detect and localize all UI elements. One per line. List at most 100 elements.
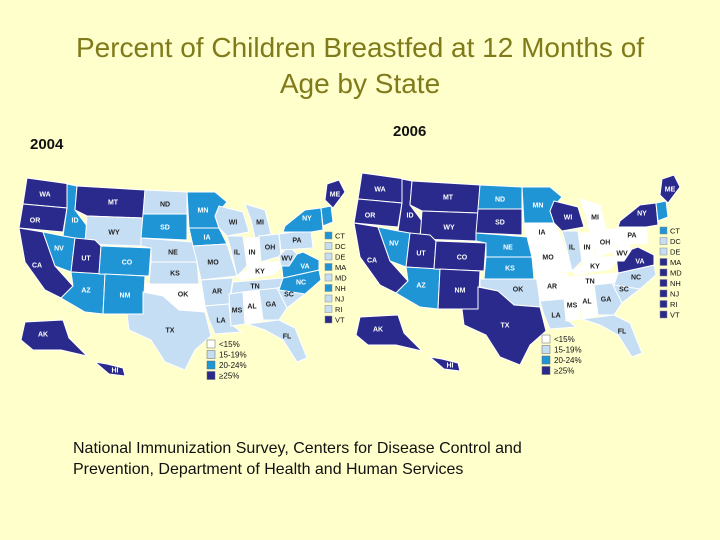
us-map-2006: WA OR CA ID NV MT WY UT AZ CO NM ND SD NE KS OK TX MN IA MO…	[353, 172, 682, 376]
state-label-ar: AR	[212, 289, 222, 296]
small-state-label-vt: VT	[670, 311, 680, 320]
state-label-me: ME	[330, 192, 341, 199]
state-me	[659, 174, 681, 204]
legend-label-b20_24: 20-24%	[219, 361, 247, 370]
state-label-ga: GA	[266, 302, 277, 309]
state-label-wv: WV	[281, 256, 293, 263]
small-state-label-ct: CT	[335, 232, 345, 241]
state-label-me: ME	[665, 187, 676, 194]
state-ms	[563, 286, 581, 322]
legend-label-ge25: ≥25%	[554, 367, 574, 376]
state-il	[226, 235, 248, 277]
state-mo	[192, 243, 238, 281]
small-state-swatch-vt	[324, 315, 333, 324]
state-label-mn: MN	[198, 208, 209, 215]
state-ky	[236, 261, 287, 281]
state-tx	[461, 286, 547, 366]
state-ky	[571, 256, 622, 276]
state-label-al: AL	[582, 299, 592, 306]
state-label-id: ID	[407, 213, 414, 220]
legend-label-ge25: ≥25%	[219, 372, 239, 381]
small-state-label-nj: NJ	[670, 290, 679, 299]
state-ga	[593, 282, 623, 316]
state-label-il: IL	[234, 250, 241, 257]
state-ne-corner	[655, 200, 669, 222]
state-label-fl: FL	[618, 329, 627, 336]
state-label-nm: NM	[455, 288, 466, 295]
state-label-ak: AK	[38, 332, 48, 339]
small-state-swatch-ma	[324, 263, 333, 271]
state-label-al: AL	[247, 304, 257, 311]
state-label-mo: MO	[542, 255, 554, 262]
state-label-ks: KS	[505, 266, 515, 273]
state-label-pa: PA	[627, 233, 636, 240]
year-label-2006: 2006	[393, 123, 427, 140]
state-label-ms: MS	[232, 308, 243, 315]
state-label-sd: SD	[160, 225, 170, 232]
state-label-nd: ND	[495, 197, 505, 204]
state-label-wa: WA	[374, 187, 385, 194]
page-title: Percent of Children Breastfed at 12 Mont…	[0, 30, 720, 102]
state-label-ut: UT	[81, 256, 91, 263]
state-label-hi: HI	[112, 368, 119, 375]
state-label-ok: OK	[513, 287, 524, 294]
state-fl	[581, 314, 643, 358]
state-label-va: VA	[300, 264, 309, 271]
state-label-sc: SC	[619, 287, 629, 294]
source-line-1: National Immunization Survey, Centers fo…	[73, 440, 522, 457]
legend-swatch-ge25	[206, 371, 216, 380]
state-label-oh: OH	[600, 240, 611, 247]
state-label-ny: NY	[637, 211, 647, 218]
state-label-ia: IA	[204, 235, 211, 242]
state-label-tn: TN	[250, 284, 259, 291]
state-label-nv: NV	[389, 241, 399, 248]
state-label-nd: ND	[160, 202, 170, 209]
state-label-il: IL	[569, 245, 576, 252]
small-state-swatch-ri	[324, 305, 333, 313]
state-label-ak: AK	[373, 327, 383, 334]
state-label-la: LA	[216, 318, 225, 325]
state-tx	[126, 291, 212, 371]
state-label-wa: WA	[39, 192, 50, 199]
small-state-swatch-dc	[659, 237, 668, 245]
legend-swatch-b15_19	[541, 345, 551, 354]
year-label-2004: 2004	[30, 136, 64, 153]
state-label-co: CO	[122, 260, 133, 267]
state-label-ks: KS	[170, 271, 180, 278]
state-me	[324, 179, 346, 209]
state-label-fl: FL	[283, 334, 292, 341]
small-state-label-ri: RI	[335, 305, 343, 314]
state-label-mi: MI	[591, 215, 599, 222]
small-state-label-nj: NJ	[335, 295, 344, 304]
state-ny	[282, 207, 324, 233]
state-label-nc: NC	[631, 275, 641, 282]
state-fl	[246, 319, 308, 363]
small-state-label-md: MD	[335, 274, 347, 283]
state-label-mi: MI	[256, 220, 264, 227]
state-label-ms: MS	[567, 303, 578, 310]
state-la	[539, 298, 578, 330]
state-label-tx: TX	[501, 323, 510, 330]
small-state-swatch-de	[659, 247, 668, 256]
small-state-label-dc: DC	[335, 242, 346, 251]
state-ak	[20, 319, 89, 357]
small-state-swatch-ct	[324, 231, 333, 240]
state-label-or: OR	[30, 218, 41, 225]
small-state-swatch-ct	[659, 226, 668, 235]
state-label-sc: SC	[284, 292, 294, 299]
state-mo	[527, 238, 573, 276]
small-state-swatch-ma	[659, 258, 668, 266]
legend-label-b20_24: 20-24%	[554, 356, 582, 365]
state-label-wy: WY	[108, 230, 120, 237]
small-state-label-nh: NH	[670, 279, 681, 288]
state-label-sd: SD	[495, 220, 505, 227]
state-label-ut: UT	[416, 251, 426, 258]
state-label-mn: MN	[533, 203, 544, 210]
state-label-mt: MT	[108, 200, 119, 207]
state-label-va: VA	[635, 259, 644, 266]
small-state-swatch-dc	[324, 242, 333, 250]
state-label-mt: MT	[443, 195, 454, 202]
state-label-wv: WV	[616, 251, 628, 258]
state-label-ia: IA	[539, 230, 546, 237]
state-label-pa: PA	[292, 238, 301, 245]
